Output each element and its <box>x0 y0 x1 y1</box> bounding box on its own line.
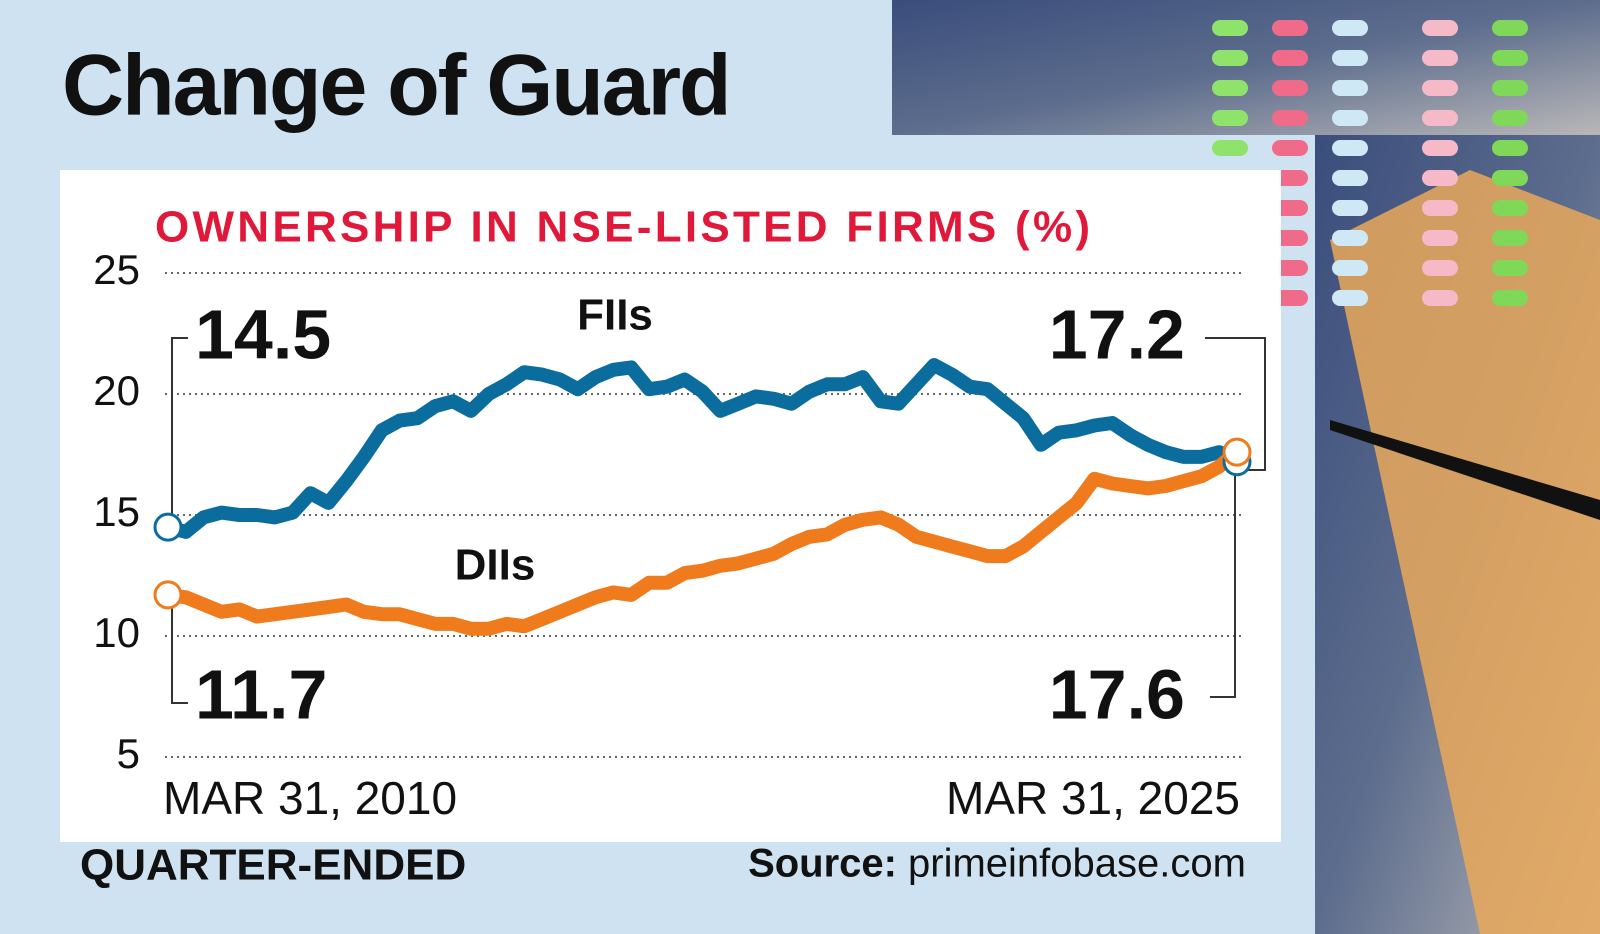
data-label: 17.2 <box>1049 295 1185 373</box>
led <box>1332 230 1368 246</box>
led <box>1332 110 1368 126</box>
series-label: DIIs <box>455 541 536 590</box>
led <box>1492 170 1528 186</box>
x-axis-label: QUARTER-ENDED <box>80 841 466 890</box>
led <box>1272 140 1308 156</box>
series-line <box>161 445 1244 636</box>
source: primeinfobase.com <box>908 842 1246 886</box>
bracket <box>1210 465 1236 698</box>
led <box>1332 20 1368 36</box>
led <box>1422 110 1458 126</box>
end-marker <box>153 580 183 610</box>
led <box>1492 50 1528 66</box>
y-tick-label: 20 <box>93 367 140 414</box>
x-tick-label: MAR 31, 2010 <box>163 772 457 824</box>
plot <box>153 358 1252 636</box>
data-label: 14.5 <box>195 295 331 373</box>
led <box>1332 260 1368 276</box>
led <box>1422 80 1458 96</box>
led <box>1492 80 1528 96</box>
led <box>1212 50 1248 66</box>
led <box>1422 290 1458 306</box>
brackets <box>171 337 1266 704</box>
photo-top <box>892 0 1600 135</box>
end-marker <box>1222 437 1252 467</box>
led <box>1272 50 1308 66</box>
led <box>1492 20 1528 36</box>
led <box>1422 260 1458 276</box>
y-tick-label: 15 <box>93 488 140 535</box>
led <box>1272 20 1308 36</box>
led <box>1332 290 1368 306</box>
subtitle: OWNERSHIP IN NSE-LISTED FIRMS (%) <box>155 203 1090 252</box>
x-tick-label: MAR 31, 2025 <box>946 772 1240 824</box>
led <box>1492 260 1528 276</box>
led <box>1422 50 1458 66</box>
led <box>1492 200 1528 216</box>
data-label: 11.7 <box>195 655 327 733</box>
bracket <box>171 600 188 704</box>
led <box>1332 140 1368 156</box>
led <box>1212 20 1248 36</box>
led <box>1332 80 1368 96</box>
photo-pen <box>1330 420 1600 520</box>
led <box>1492 230 1528 246</box>
series-label: FIIs <box>577 291 653 340</box>
led <box>1422 20 1458 36</box>
led <box>1422 200 1458 216</box>
led <box>1492 110 1528 126</box>
y-tick-label: 10 <box>93 609 140 656</box>
data-label: 17.6 <box>1049 655 1185 733</box>
led <box>1212 140 1248 156</box>
photo <box>892 0 1600 934</box>
led <box>1332 200 1368 216</box>
led <box>1492 290 1528 306</box>
led <box>1272 110 1308 126</box>
led <box>1422 230 1458 246</box>
title: Change of Guard <box>62 38 730 134</box>
led <box>1212 80 1248 96</box>
bracket <box>171 337 188 520</box>
photo-paper <box>1330 170 1600 934</box>
source-label: Source: <box>748 842 897 886</box>
bracket <box>1205 337 1266 471</box>
chart-panel <box>60 170 1281 842</box>
led <box>1332 170 1368 186</box>
series-line <box>161 358 1244 539</box>
led <box>1332 50 1368 66</box>
led <box>1492 140 1528 156</box>
led <box>1272 80 1308 96</box>
end-marker <box>153 512 183 542</box>
y-tick-label: 25 <box>93 246 140 293</box>
led <box>1422 140 1458 156</box>
led <box>1422 170 1458 186</box>
y-tick-label: 5 <box>117 730 140 777</box>
led <box>1212 110 1248 126</box>
